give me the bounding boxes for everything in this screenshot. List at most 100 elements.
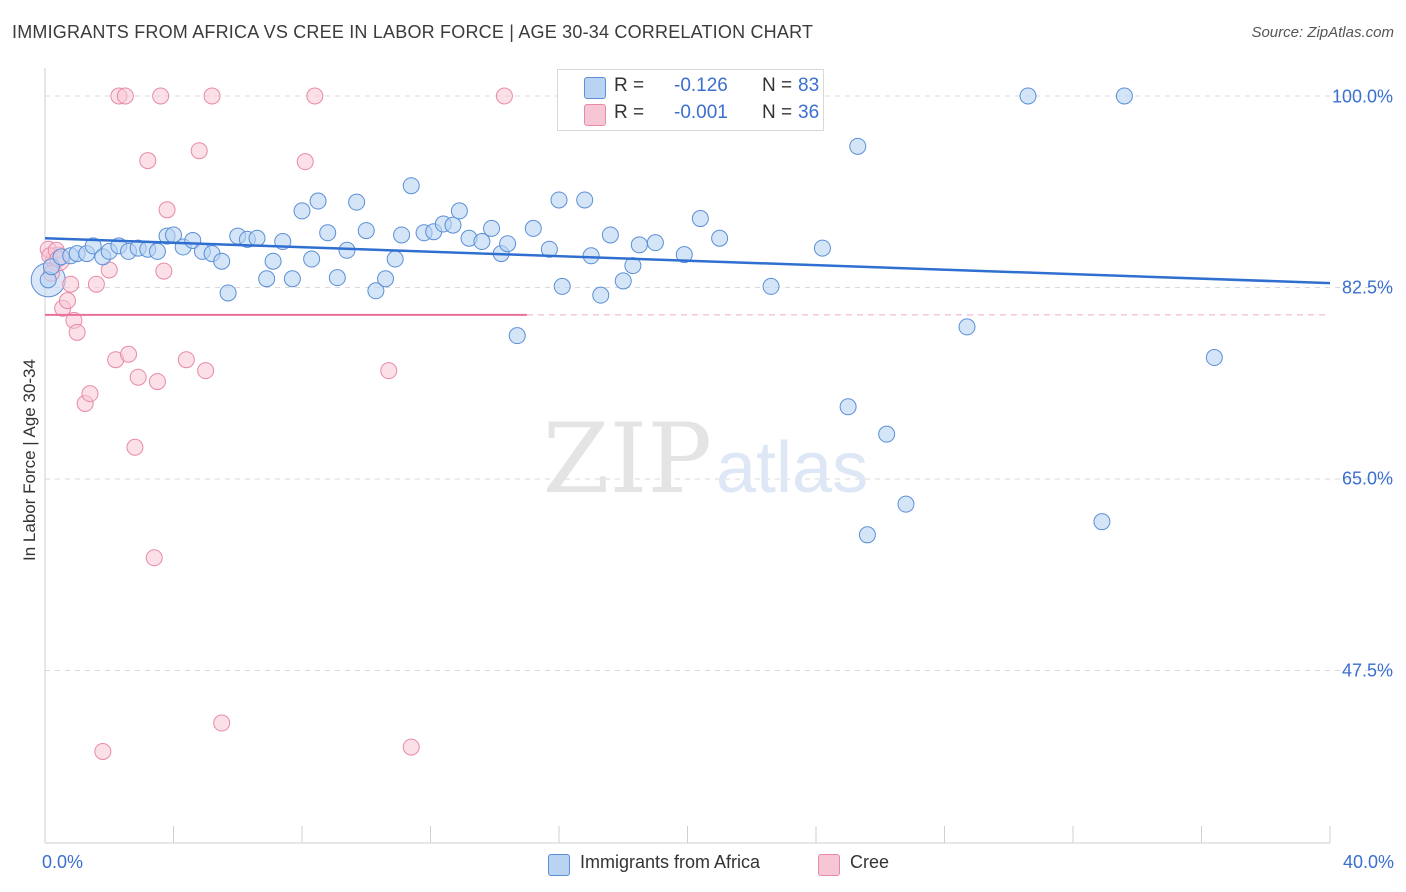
africa-point	[303, 250, 321, 268]
africa-point	[283, 270, 301, 288]
africa-point	[592, 286, 610, 304]
n-label: N =	[762, 102, 793, 123]
cree-point	[116, 87, 134, 105]
cree-point	[145, 549, 163, 567]
africa-point	[393, 226, 411, 244]
cree-swatch-icon	[584, 104, 606, 126]
cree-point	[94, 742, 112, 760]
africa-point	[258, 270, 276, 288]
africa-point	[691, 210, 709, 228]
n-value: 36	[798, 102, 820, 123]
chart-title: IMMIGRANTS FROM AFRICA VS CREE IN LABOR …	[12, 22, 814, 42]
cree-point	[68, 323, 86, 341]
cree-point	[87, 275, 105, 293]
cree-point	[81, 385, 99, 403]
africa-point	[148, 242, 166, 260]
africa-point	[1019, 87, 1037, 105]
africa-point	[582, 247, 600, 265]
watermark-zip: ZIP	[543, 403, 712, 515]
africa-point	[813, 239, 831, 257]
cree-point	[306, 87, 324, 105]
africa-point	[601, 226, 619, 244]
africa-point	[524, 219, 542, 237]
africa-point	[1093, 513, 1111, 531]
africa-point	[711, 229, 729, 247]
africa-point	[550, 191, 568, 209]
africa-point	[319, 224, 337, 242]
africa-point	[483, 219, 501, 237]
africa-point	[309, 192, 327, 210]
africa-point	[897, 495, 915, 513]
africa-point	[444, 216, 462, 234]
africa-point	[1205, 349, 1223, 367]
africa-point	[576, 191, 594, 209]
cree-point	[197, 362, 215, 380]
cree-point	[129, 368, 147, 386]
cree-point	[203, 87, 221, 105]
africa-point	[646, 234, 664, 252]
cree-point	[120, 345, 138, 363]
source-label: Source: ZipAtlas.com	[1251, 24, 1394, 41]
africa-point	[248, 229, 266, 247]
cree-point	[190, 142, 208, 160]
africa-point	[377, 270, 395, 288]
cree-point	[62, 275, 80, 293]
n-value: 83	[798, 75, 820, 96]
africa-point	[213, 252, 231, 270]
africa-point	[84, 237, 102, 255]
y-tick-label: 100.0%	[1331, 86, 1393, 107]
africa-point	[293, 202, 311, 220]
africa-point	[1115, 87, 1133, 105]
africa-swatch-icon	[548, 854, 570, 876]
cree-point	[58, 292, 76, 310]
cree-point	[126, 438, 144, 456]
r-value: -0.001	[674, 102, 728, 123]
africa-point	[386, 250, 404, 268]
r-value: -0.126	[674, 75, 728, 96]
africa-swatch-icon	[584, 77, 606, 99]
x-tick-label-max: 40.0%	[1342, 852, 1394, 872]
r-label: R =	[614, 75, 645, 96]
legend-label: Immigrants from Africa	[580, 852, 761, 872]
africa-point	[858, 526, 876, 544]
africa-point	[839, 398, 857, 416]
y-tick-label: 82.5%	[1341, 277, 1393, 298]
africa-point	[219, 284, 237, 302]
cree-point	[158, 201, 176, 219]
correlation-legend: R = -0.126 N = 83 R = -0.001 N = 36	[557, 69, 824, 131]
africa-point	[338, 241, 356, 259]
africa-point	[958, 318, 976, 336]
cree-point	[402, 738, 420, 756]
cree-point	[155, 262, 173, 280]
africa-point	[762, 277, 780, 295]
africa-point	[402, 177, 420, 195]
africa-point	[328, 269, 346, 287]
africa-point	[508, 327, 526, 345]
n-label: N =	[762, 75, 793, 96]
cree-point	[177, 351, 195, 369]
watermark-atlas: atlas	[716, 428, 868, 508]
africa-point	[614, 272, 632, 290]
africa-point	[473, 233, 491, 251]
africa-point	[630, 236, 648, 254]
cree-point	[213, 714, 231, 732]
africa-point	[675, 246, 693, 264]
africa-point	[348, 193, 366, 211]
africa-point	[540, 240, 558, 258]
cree-point	[139, 152, 157, 170]
africa-point	[357, 222, 375, 240]
y-tick-label: 65.0%	[1341, 468, 1393, 489]
africa-trend-line	[44, 237, 1331, 285]
africa-point	[553, 277, 571, 295]
r-label: R =	[614, 102, 645, 123]
cree-point	[296, 153, 314, 171]
cree-point	[152, 87, 170, 105]
cree-swatch-icon	[818, 854, 840, 876]
cree-point	[380, 362, 398, 380]
cree-point	[148, 373, 166, 391]
y-tick-label: 47.5%	[1341, 660, 1393, 681]
legend-label: Cree	[850, 852, 890, 872]
africa-point	[499, 235, 517, 253]
africa-point	[849, 137, 867, 155]
